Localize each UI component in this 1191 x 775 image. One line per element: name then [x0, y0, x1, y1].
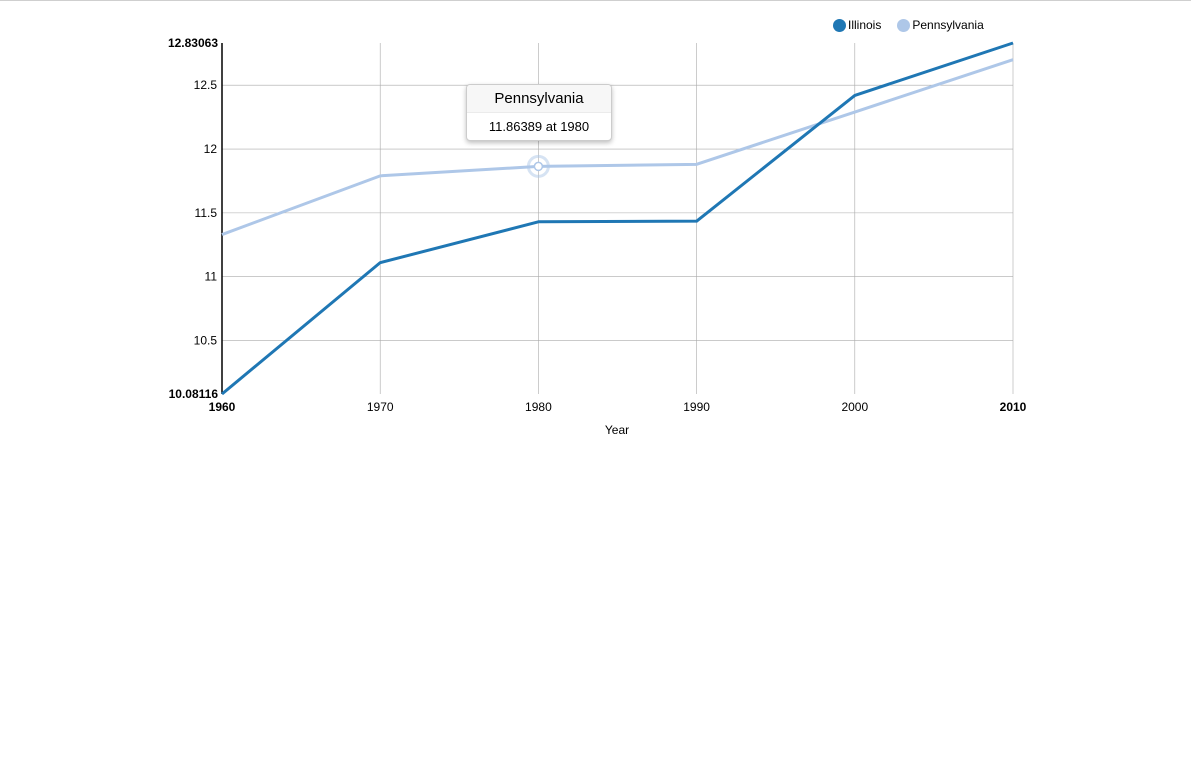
hover-markers [526, 154, 550, 178]
x-tick-label: 1970 [367, 400, 394, 414]
y-tick-label: 10.5 [194, 334, 218, 348]
top-border [0, 0, 1191, 1]
x-tick-label: 2000 [841, 400, 868, 414]
legend-label-illinois: Illinois [848, 18, 882, 32]
x-tick-label: 1960 [209, 400, 236, 414]
legend-swatch-illinois [833, 18, 846, 32]
series-line-illinois [221, 41, 1014, 396]
legend-item-illinois[interactable]: Illinois [833, 18, 881, 32]
grid-lines [222, 43, 1014, 394]
x-axis-title: Year [605, 423, 629, 437]
y-tick-label: 12.5 [194, 78, 218, 92]
tooltip: Pennsylvania 11.86389 at 1980 [466, 84, 612, 141]
legend-item-pennsylvania[interactable]: Pennsylvania [897, 18, 984, 32]
legend-label-pennsylvania: Pennsylvania [912, 18, 984, 32]
series-line-pennsylvania [221, 58, 1014, 236]
x-tick-label: 1980 [525, 400, 552, 414]
series-lines [221, 41, 1014, 396]
x-tick-label: 1990 [683, 400, 710, 414]
y-tick-label: 12 [204, 142, 218, 156]
y-max-label: 12.83063 [168, 36, 218, 50]
tooltip-title: Pennsylvania [467, 85, 611, 113]
y-tick-label: 11.5 [195, 206, 218, 220]
x-tick-label: 2010 [1000, 400, 1027, 414]
hover-marker-dot [533, 161, 544, 172]
legend-swatch-pennsylvania [897, 18, 911, 32]
y-tick-label: 11 [205, 270, 218, 284]
tooltip-value: 11.86389 at 1980 [488, 119, 590, 134]
legend: Illinois Pennsylvania [833, 18, 1000, 32]
hover-marker-ring [526, 154, 550, 178]
y-min-label: 10.08116 [169, 387, 219, 401]
axes: 10.5 11 11.5 12 12.5 1960 1970 1980 1990 2000 2010… [168, 36, 1027, 414]
